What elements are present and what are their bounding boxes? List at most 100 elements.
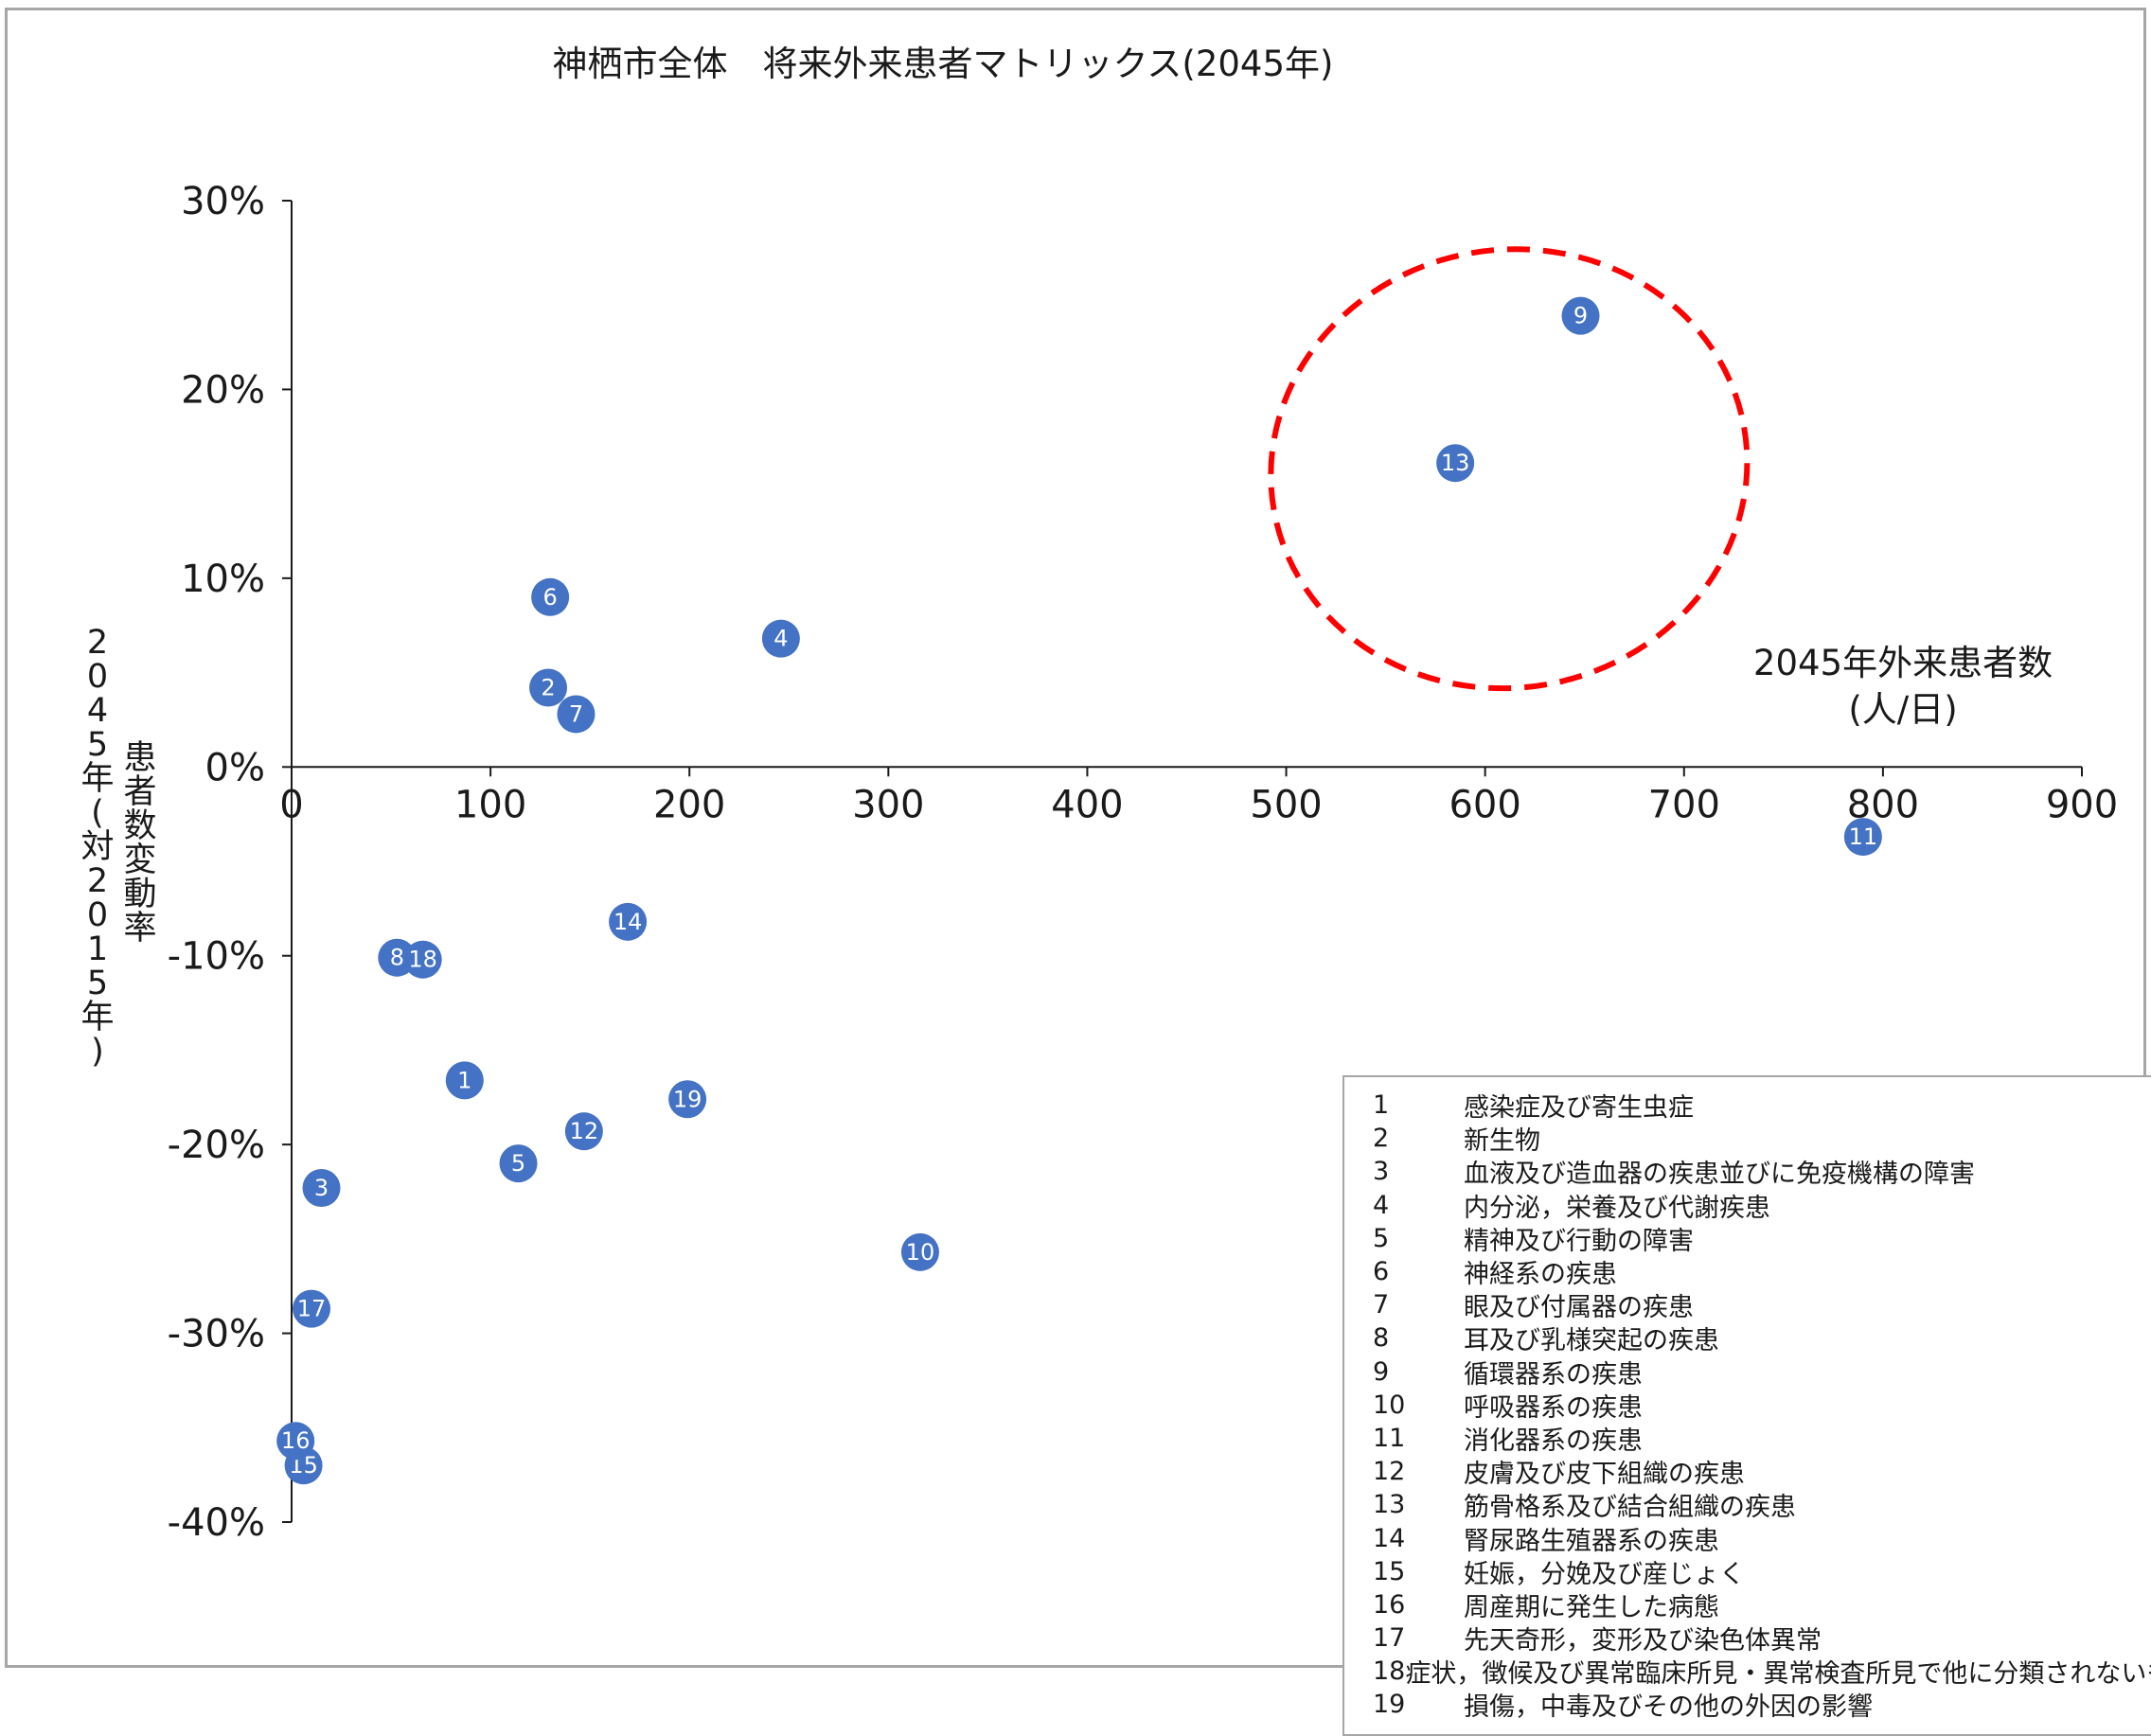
x-tick-label: 900 — [2046, 783, 2118, 826]
legend-item: 9 循環器系の疾患 — [1360, 1355, 2151, 1390]
y-label-char: 4 — [87, 692, 108, 730]
legend-label: 耳及び乳様突起の疾患 — [1464, 1326, 1719, 1356]
x-tick-label: 600 — [1449, 783, 1520, 826]
legend-number: 9 — [1373, 1356, 1390, 1387]
data-point-3: 3 — [302, 1169, 341, 1208]
y-label-char: 対 — [80, 828, 114, 866]
y-label-char: 2 — [87, 862, 108, 900]
point-label: 14 — [613, 909, 643, 935]
point-label: 4 — [773, 626, 788, 652]
legend-item: 8 耳及び乳様突起の疾患 — [1360, 1321, 2151, 1355]
highlight-ellipse — [1268, 246, 1751, 692]
data-point-12: 12 — [564, 1112, 603, 1151]
data-point-14: 14 — [609, 902, 648, 941]
legend-number: 3 — [1373, 1157, 1390, 1187]
point-marker — [609, 902, 648, 941]
legend-item: 1 感染症及び寄生虫症 — [1360, 1089, 2151, 1124]
legend-item: 5 精神及び行動の障害 — [1360, 1222, 2151, 1256]
x-axis-unit: (人/日) — [1848, 689, 1957, 730]
legend-number: 5 — [1373, 1223, 1390, 1253]
y-label-char: 患 — [123, 739, 156, 777]
point-marker — [499, 1144, 538, 1183]
legend-label: 呼吸器系の疾患 — [1464, 1392, 1643, 1423]
point-label: 8 — [390, 945, 404, 971]
y-label-char: 5 — [87, 965, 108, 1002]
legend-label: 消化器系の疾患 — [1464, 1426, 1643, 1456]
data-point-9: 9 — [1561, 296, 1600, 335]
point-marker — [302, 1169, 341, 1208]
y-tick-label: -20% — [168, 1124, 265, 1167]
legend-item: 3 血液及び造血器の疾患並びに免疫機構の障害 — [1360, 1155, 2151, 1189]
legend-label: 感染症及び寄生虫症 — [1464, 1093, 1694, 1124]
legend-label: 筋骨格系及び結合組織の疾患 — [1464, 1493, 1796, 1523]
highlight-layer — [1268, 246, 1751, 692]
data-point-6: 6 — [531, 577, 570, 616]
y-label-char: 年 — [80, 999, 114, 1036]
point-label: 9 — [1573, 303, 1588, 329]
legend-number: 19 — [1373, 1690, 1406, 1720]
y-label-char: 5 — [87, 726, 108, 764]
data-point-11: 11 — [1843, 818, 1882, 857]
data-point-17: 17 — [293, 1289, 331, 1328]
legend-number: 18 — [1373, 1656, 1406, 1687]
point-marker — [668, 1080, 707, 1119]
point-marker — [761, 619, 800, 658]
legend-number: 15 — [1373, 1556, 1406, 1586]
point-marker — [1561, 296, 1600, 335]
legend-number: 6 — [1373, 1257, 1390, 1287]
legend-label: 損傷，中毒及びその他の外因の影響 — [1464, 1692, 1873, 1723]
data-point-10: 10 — [900, 1232, 939, 1271]
legend-item: 19 損傷，中毒及びその他の外因の影響 — [1360, 1688, 2151, 1723]
legend-number: 13 — [1373, 1490, 1406, 1520]
legend-item: 4 内分泌，栄養及び代謝疾患 — [1360, 1189, 2151, 1223]
legend-label: 眼及び付属器の疾患 — [1464, 1293, 1694, 1323]
legend-number: 1 — [1373, 1090, 1390, 1121]
point-marker — [557, 695, 596, 734]
point-marker — [564, 1112, 603, 1151]
x-tick-label: 500 — [1250, 783, 1322, 826]
point-label: 11 — [1849, 824, 1878, 850]
y-label-char: 年 — [80, 760, 114, 798]
point-marker — [293, 1289, 331, 1328]
point-label: 18 — [408, 947, 437, 973]
legend-item: 17 先天奇形，変形及び染色体異常 — [1360, 1621, 2151, 1656]
legend-label: 精神及び行動の障害 — [1464, 1226, 1694, 1256]
legend-item: 14 腎尿路生殖器系の疾患 — [1360, 1521, 2151, 1556]
y-label-char: 0 — [87, 896, 108, 934]
data-point-13: 13 — [1436, 444, 1475, 483]
legend-number: 11 — [1373, 1423, 1406, 1453]
point-label: 5 — [511, 1150, 525, 1177]
x-axis-label: 2045年外来患者数 — [1753, 643, 2053, 683]
y-label-char: 者 — [123, 773, 156, 811]
legend-label: 神経系の疾患 — [1464, 1260, 1617, 1290]
point-label: 3 — [314, 1175, 329, 1201]
point-label: 10 — [906, 1239, 935, 1266]
y-label-char: 1 — [87, 930, 108, 968]
axes — [282, 200, 2083, 1523]
x-tick-label: 400 — [1051, 783, 1123, 826]
y-label-char: 0 — [87, 658, 108, 696]
x-tick-label: 100 — [454, 783, 526, 826]
point-label: 12 — [570, 1118, 599, 1144]
y-label-char: 数 — [123, 807, 156, 845]
data-point-18: 18 — [403, 940, 442, 979]
y-tick-label: -30% — [168, 1313, 265, 1356]
data-point-19: 19 — [668, 1080, 707, 1119]
legend-label: 新生物 — [1464, 1126, 1540, 1157]
legend-number: 12 — [1373, 1457, 1406, 1487]
legend-label: 周産期に発生した病態 — [1464, 1592, 1719, 1622]
legend-label: 先天奇形，変形及び染色体異常 — [1464, 1626, 1822, 1656]
legend-item: 12 皮膚及び皮下組織の疾患 — [1360, 1455, 2151, 1489]
y-tick-label: -10% — [168, 935, 265, 979]
point-label: 2 — [541, 675, 555, 701]
point-marker — [403, 940, 442, 979]
legend-item: 15 妊娠，分娩及び産じょく — [1360, 1555, 2151, 1589]
y-label-char: 率 — [123, 910, 156, 948]
legend-item: 16 周産期に発生した病態 — [1360, 1588, 2151, 1622]
point-label: 1 — [457, 1067, 471, 1093]
legend-label: 内分泌，栄養及び代謝疾患 — [1464, 1193, 1770, 1223]
data-point-5: 5 — [499, 1144, 538, 1183]
